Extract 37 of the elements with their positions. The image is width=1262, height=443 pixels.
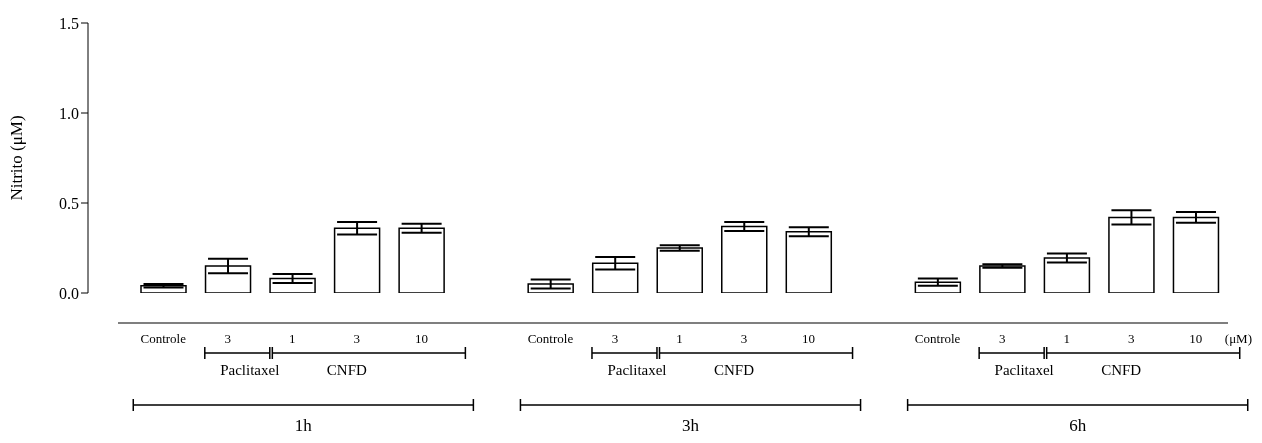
bar <box>1172 216 1220 293</box>
bar <box>398 227 445 293</box>
x-tick-label: 3 <box>998 331 1006 346</box>
x-tick-label: Controle <box>527 331 574 346</box>
text: CNFD <box>326 362 368 378</box>
text: CNFD <box>1101 362 1142 378</box>
text: CNFD <box>714 362 755 378</box>
bar <box>721 225 768 293</box>
x-tick-label: 3 <box>1127 331 1135 346</box>
bar <box>785 231 833 293</box>
x-tick-label: 3 <box>611 331 619 346</box>
x-tick-label: 10 <box>1189 331 1203 346</box>
text: 3h <box>682 416 700 435</box>
bar <box>1043 257 1091 293</box>
x-tick-label: 3 <box>224 331 232 346</box>
x-tick-label: 10 <box>414 331 428 346</box>
x-tick-label: Controle <box>140 331 187 346</box>
x-tick-label: 3 <box>353 331 361 346</box>
x-tick-label: 1 <box>1063 331 1070 346</box>
x-tick-label: 3 <box>740 331 748 346</box>
x-tick-label: Controle <box>914 331 961 346</box>
x-tick-label: 1 <box>676 331 683 346</box>
y-tick-label: 0.0 <box>59 284 79 302</box>
y-axis-title: Nitrito (μM) <box>7 115 27 201</box>
text: 1h <box>294 416 313 435</box>
text: 6h <box>1069 416 1087 435</box>
bar <box>656 247 703 293</box>
text: Paclitaxel <box>607 362 667 378</box>
text: (μM) <box>1224 331 1252 346</box>
text: Paclitaxel <box>994 362 1054 378</box>
y-tick-label: 0.5 <box>59 194 79 212</box>
bar <box>979 265 1026 293</box>
x-tick-label: 1 <box>289 331 296 346</box>
y-tick-label: 1.0 <box>59 104 79 122</box>
text: Paclitaxel <box>220 362 280 378</box>
x-tick-label: 10 <box>802 331 816 346</box>
y-tick-label: 1.5 <box>59 14 79 32</box>
